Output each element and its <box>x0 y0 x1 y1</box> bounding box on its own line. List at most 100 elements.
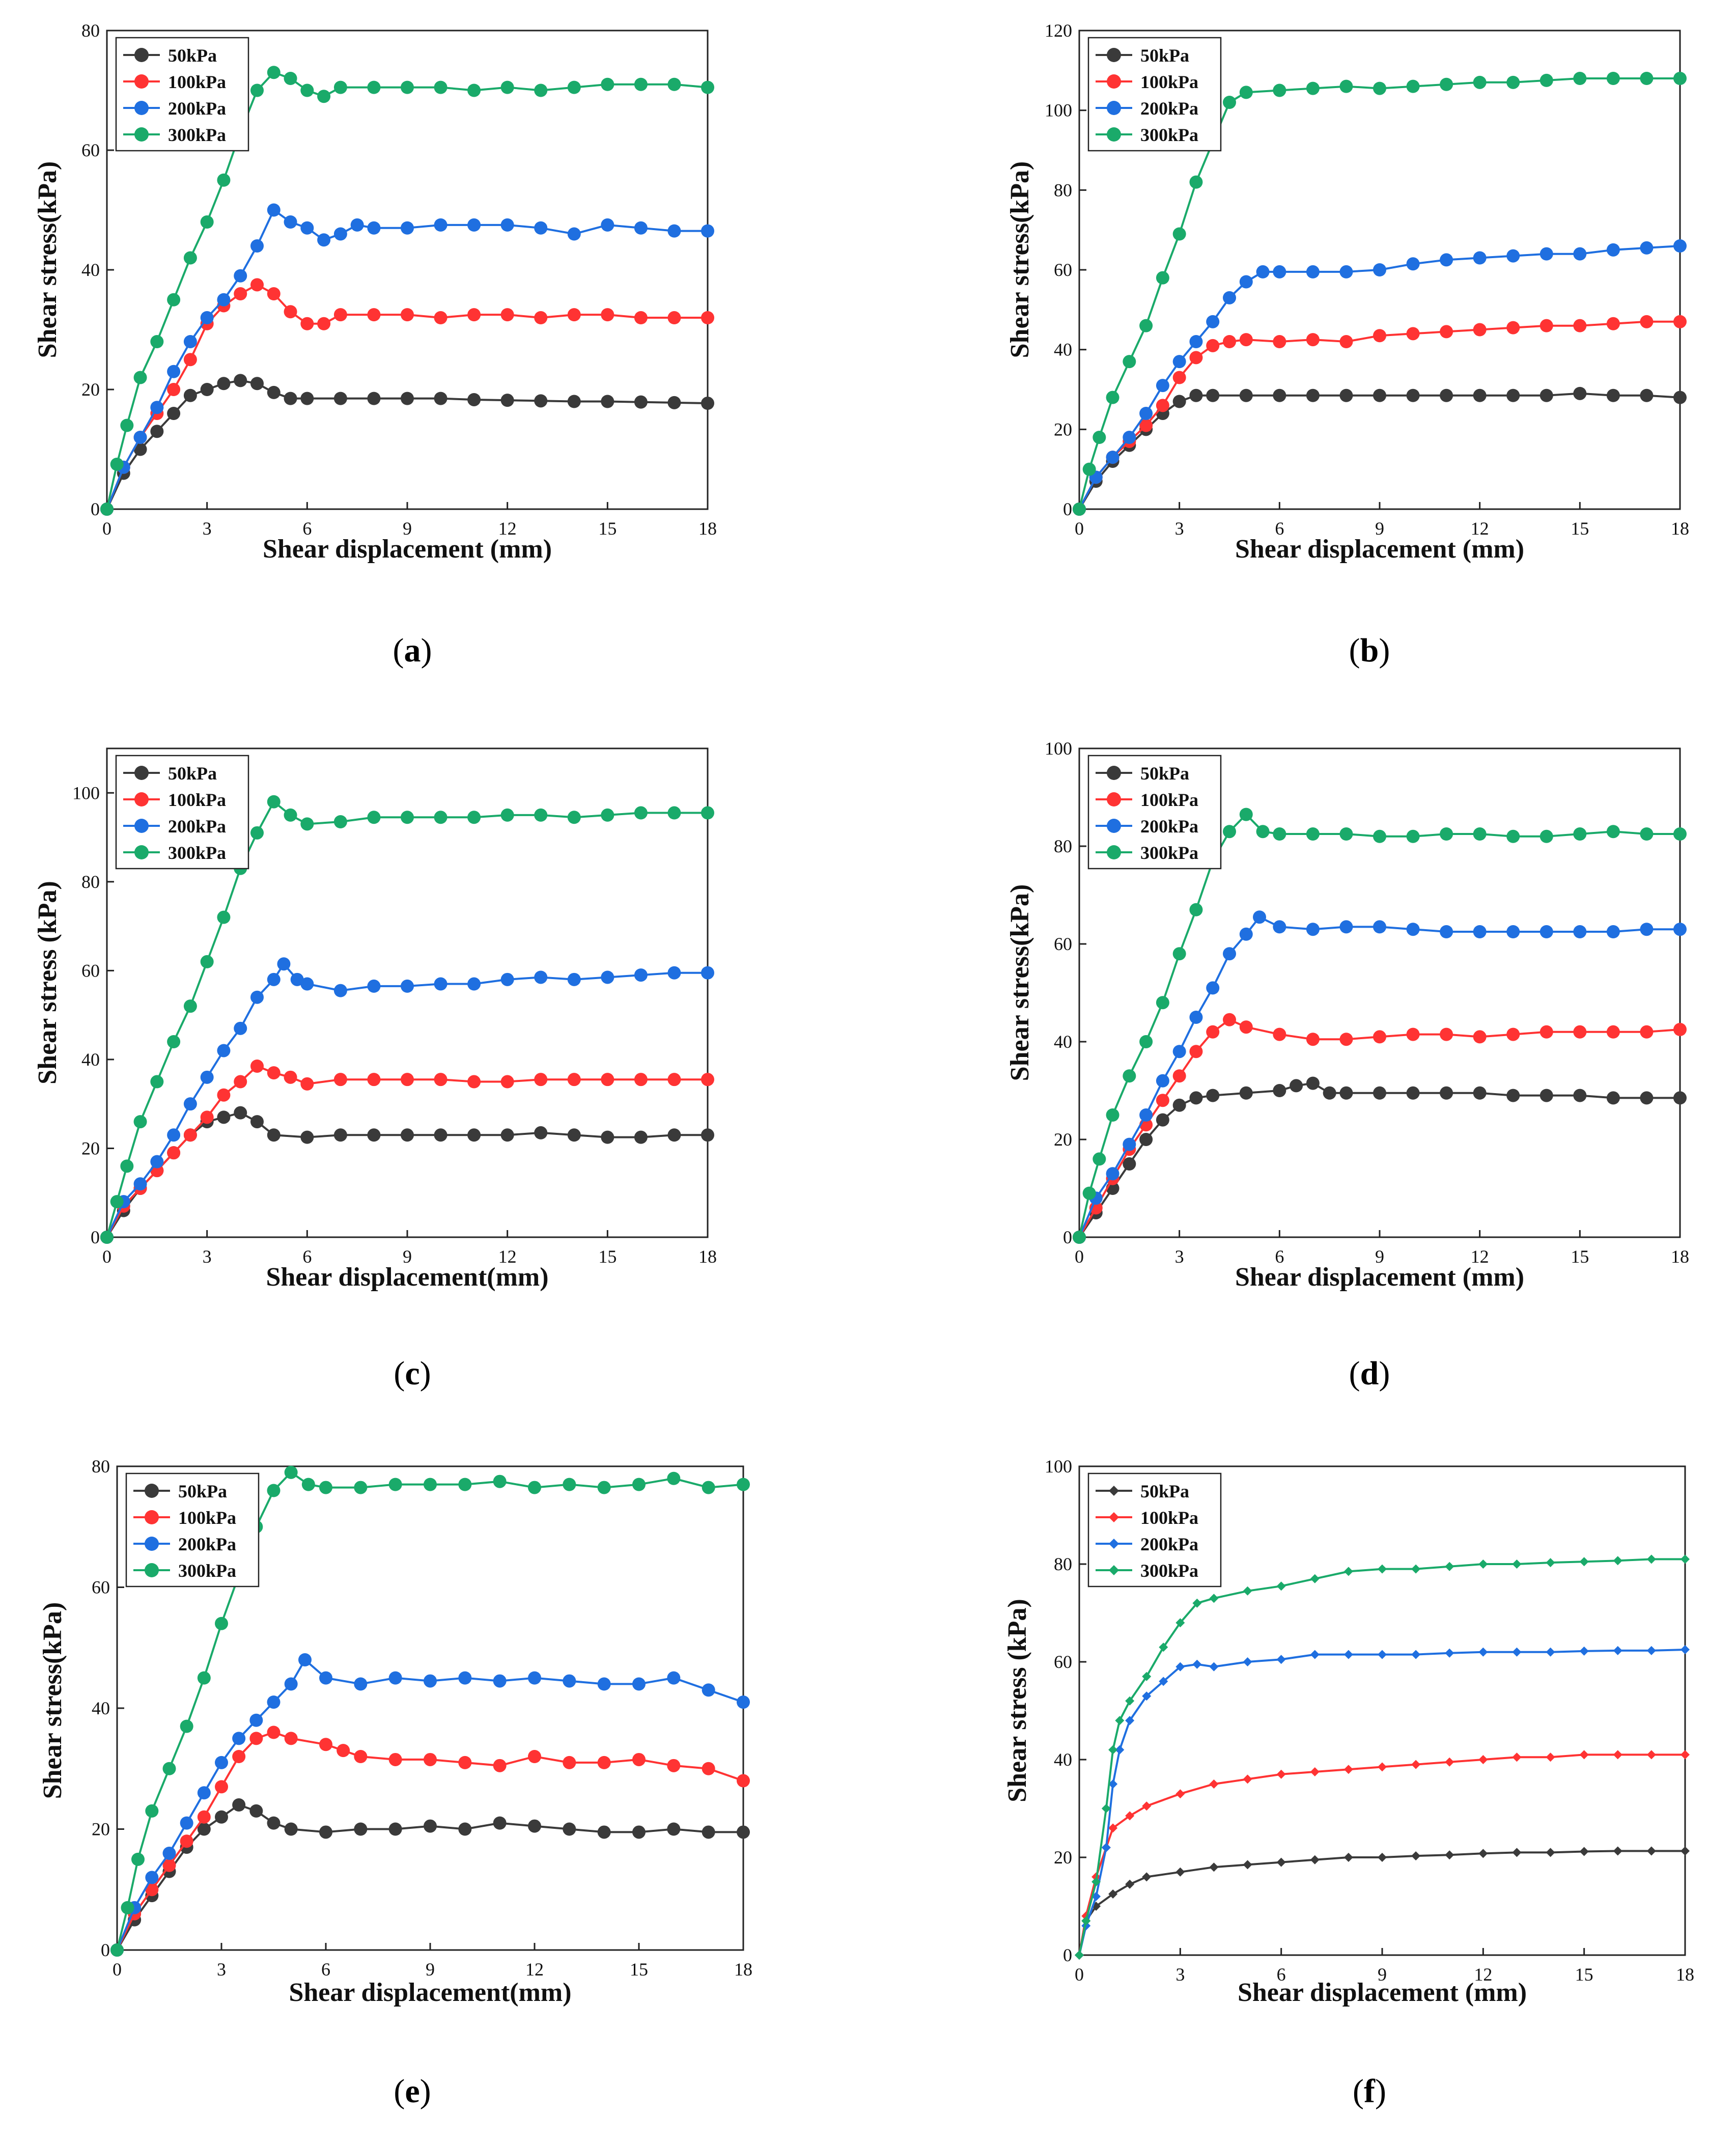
data-point <box>567 1073 581 1087</box>
data-point <box>183 1128 197 1142</box>
data-point <box>567 80 581 94</box>
data-point <box>234 1075 247 1089</box>
data-point <box>467 308 481 322</box>
series-50kPa <box>1073 386 1687 516</box>
data-point <box>234 287 247 300</box>
data-point <box>1406 257 1420 271</box>
data-point <box>267 1725 281 1739</box>
data-point <box>1290 1079 1303 1093</box>
data-point <box>1613 1556 1622 1566</box>
data-point <box>167 383 181 396</box>
data-point <box>1209 1862 1219 1872</box>
y-tick-label: 80 <box>92 1456 110 1477</box>
data-point <box>1223 96 1236 109</box>
legend-label: 300kPa <box>1140 843 1198 863</box>
data-point <box>597 1825 611 1839</box>
data-point <box>701 966 714 980</box>
x-axis-title: Shear displacement(mm) <box>266 1263 548 1292</box>
data-point <box>667 1471 681 1485</box>
series-200kPa <box>100 203 714 516</box>
series-line <box>106 962 708 1238</box>
data-point <box>702 1825 715 1839</box>
legend-marker <box>1107 819 1121 833</box>
data-point <box>1573 1025 1587 1039</box>
data-point <box>563 1822 576 1836</box>
data-point <box>667 1073 681 1087</box>
data-point <box>301 1478 315 1491</box>
series-100kPa <box>110 1725 750 1957</box>
legend-label: 300kPa <box>178 1561 236 1581</box>
data-point <box>1640 388 1654 402</box>
legend-marker <box>1107 845 1121 859</box>
data-point <box>120 419 134 432</box>
data-point <box>1189 1011 1203 1024</box>
data-point <box>1172 355 1186 369</box>
panel-d-caption: (d) <box>1349 1355 1390 1392</box>
series-line <box>1078 915 1680 1238</box>
data-point <box>284 1822 298 1836</box>
legend-label: 200kPa <box>1140 1534 1198 1554</box>
data-point <box>1276 1581 1286 1591</box>
series-line <box>1078 1018 1681 1238</box>
data-point <box>110 1195 124 1209</box>
legend-label: 100kPa <box>1140 1508 1198 1528</box>
data-point <box>354 1481 368 1494</box>
data-point <box>1106 451 1119 464</box>
legend-label: 200kPa <box>1140 816 1198 837</box>
data-point <box>702 1683 715 1697</box>
data-point <box>1101 1804 1111 1813</box>
data-point <box>467 393 481 406</box>
y-tick-label: 0 <box>101 1940 110 1960</box>
data-point <box>1478 1560 1488 1569</box>
data-point <box>667 396 681 409</box>
data-point <box>1546 1848 1555 1857</box>
data-point <box>367 1073 381 1087</box>
legend-marker <box>145 1484 159 1498</box>
data-point <box>1640 1025 1654 1039</box>
data-point <box>1175 1618 1185 1628</box>
data-point <box>333 80 347 94</box>
data-point <box>563 1674 576 1688</box>
data-point <box>528 1671 541 1685</box>
data-point <box>1512 1848 1522 1857</box>
data-point <box>701 806 714 820</box>
y-tick-label: 40 <box>81 260 100 280</box>
data-point <box>597 1481 611 1494</box>
x-tick-label: 3 <box>203 1246 212 1267</box>
data-point <box>1175 1662 1185 1672</box>
data-point <box>250 1060 264 1073</box>
y-tick-label: 60 <box>1054 260 1072 280</box>
data-point <box>1306 81 1320 95</box>
data-point <box>1239 86 1253 99</box>
y-axis-title: Shear stress (kPa) <box>1003 1599 1032 1802</box>
y-tick-label: 60 <box>1054 1652 1072 1672</box>
legend-marker <box>1107 127 1121 142</box>
series-line <box>1078 1082 1680 1238</box>
data-point <box>1339 265 1353 279</box>
data-point <box>1139 1108 1153 1122</box>
data-point <box>1512 1560 1522 1569</box>
panel-f-chart: 0 3 6 9 12 15 18 0 20 40 60 80 100 Shear displacement… <box>1003 1456 1694 2007</box>
data-point <box>534 311 548 324</box>
legend-label: 300kPa <box>168 843 226 863</box>
y-tick-label: 100 <box>1045 1456 1072 1477</box>
data-point <box>1125 1696 1135 1706</box>
data-point <box>249 1732 263 1745</box>
data-point <box>1440 827 1453 841</box>
data-point <box>1640 315 1654 328</box>
series-300kPa <box>1073 72 1687 516</box>
data-point <box>601 808 614 822</box>
data-point <box>667 806 681 820</box>
data-point <box>1108 1889 1118 1899</box>
data-point <box>1373 329 1386 343</box>
y-tick-label: 80 <box>81 872 100 892</box>
data-point <box>632 1478 646 1491</box>
series-100kPa <box>1073 315 1687 516</box>
data-point <box>217 293 231 307</box>
data-point <box>1473 388 1487 402</box>
data-point <box>250 278 264 292</box>
data-point <box>1123 355 1136 369</box>
data-point <box>458 1671 472 1685</box>
data-point <box>150 1075 164 1089</box>
data-point <box>1276 1769 1286 1779</box>
